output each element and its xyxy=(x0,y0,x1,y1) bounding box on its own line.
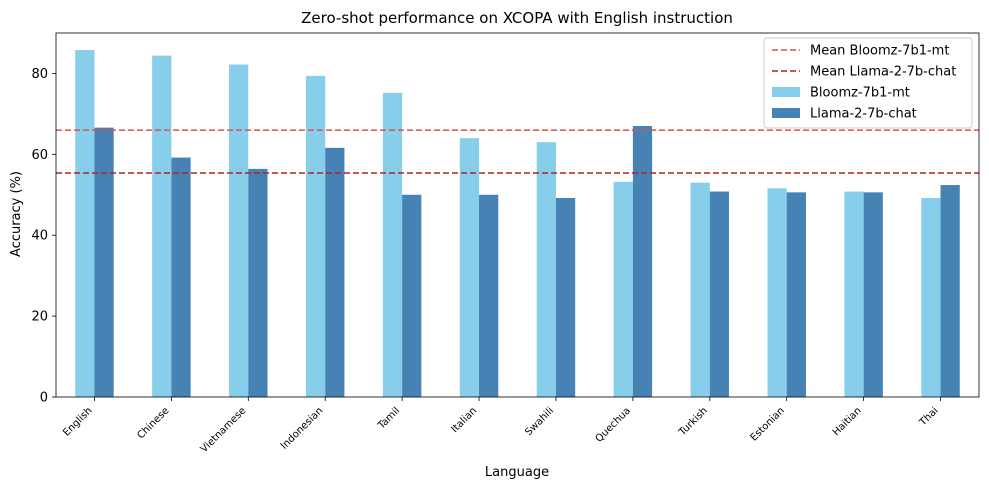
bar-llama-2-7b-chat-english xyxy=(94,127,114,397)
bar-llama-2-7b-chat-tamil xyxy=(402,194,422,397)
y-tick-label: 0 xyxy=(40,391,48,406)
bar-llama-2-7b-chat-quechua xyxy=(632,126,653,398)
legend-box xyxy=(763,37,973,129)
bar-bloomz-7b1-mt-estonian xyxy=(767,188,787,397)
x-axis-label: Language xyxy=(485,465,549,480)
y-tick-label: 80 xyxy=(31,67,48,82)
bar-bloomz-7b1-mt-quechua xyxy=(613,181,633,397)
bar-llama-2-7b-chat-vietnamese xyxy=(248,168,268,397)
plot-area: English Chinese Vietnamese Indonesian Tamil I… xyxy=(31,32,980,455)
bar-bloomz-7b1-mt-italian xyxy=(459,138,480,397)
x-tick-label: Indonesian xyxy=(279,405,325,451)
y-tick-label: 40 xyxy=(31,229,48,244)
legend: Mean Bloomz-7b1-mt Mean Llama-2-7b-chat Bl… xyxy=(763,37,973,129)
x-tick-label: Haitian xyxy=(831,405,864,438)
bar-llama-2-7b-chat-chinese xyxy=(171,157,191,397)
bar-bloomz-7b1-mt-indonesian xyxy=(305,75,326,398)
bar-bloomz-7b1-mt-turkish xyxy=(690,182,710,397)
y-axis-label: Accuracy (%) xyxy=(9,171,24,257)
y-tick-label: 60 xyxy=(31,148,48,163)
legend-label: Mean Bloomz-7b1-mt xyxy=(810,44,949,59)
bar-bloomz-7b1-mt-vietnamese xyxy=(229,64,249,398)
bar-llama-2-7b-chat-italian xyxy=(479,194,499,397)
x-tick-label: Tamil xyxy=(375,405,402,432)
legend-swatch xyxy=(772,87,800,97)
legend-label: Mean Llama-2-7b-chat xyxy=(810,65,956,80)
chart-title: Zero-shot performance on XCOPA with Engl… xyxy=(301,9,733,27)
bar-llama-2-7b-chat-thai xyxy=(940,185,960,397)
bar-bloomz-7b1-mt-swahili xyxy=(536,142,556,397)
legend-label: Llama-2-7b-chat xyxy=(810,107,917,122)
bar-bloomz-7b1-mt-english xyxy=(75,49,95,398)
x-tick-label: Quechua xyxy=(594,405,633,444)
bar-bloomz-7b1-mt-tamil xyxy=(382,92,403,398)
bar-llama-2-7b-chat-haitian xyxy=(863,192,883,397)
y-tick-label: 20 xyxy=(31,310,48,325)
x-tick-label: Turkish xyxy=(677,405,710,438)
x-tick-label: English xyxy=(61,405,94,438)
bar-bloomz-7b1-mt-chinese xyxy=(152,55,172,398)
x-tick-label: Swahili xyxy=(523,405,556,438)
legend-swatch xyxy=(772,108,800,118)
plot-frame xyxy=(55,32,980,398)
x-tick-label: Estonian xyxy=(749,405,787,443)
bar-llama-2-7b-chat-swahili xyxy=(555,198,576,397)
bar-bloomz-7b1-mt-thai xyxy=(921,198,941,397)
bar-llama-2-7b-chat-indonesian xyxy=(325,147,345,397)
legend-label: Bloomz-7b1-mt xyxy=(810,86,910,101)
bar-llama-2-7b-chat-estonian xyxy=(786,192,806,397)
x-tick-label: Thai xyxy=(917,405,941,429)
x-tick-label: Italian xyxy=(449,405,479,435)
bar-llama-2-7b-chat-turkish xyxy=(709,191,730,397)
x-tick-label: Chinese xyxy=(135,405,171,441)
bar-bloomz-7b1-mt-haitian xyxy=(844,191,864,397)
x-tick-label: Vietnamese xyxy=(199,405,249,455)
